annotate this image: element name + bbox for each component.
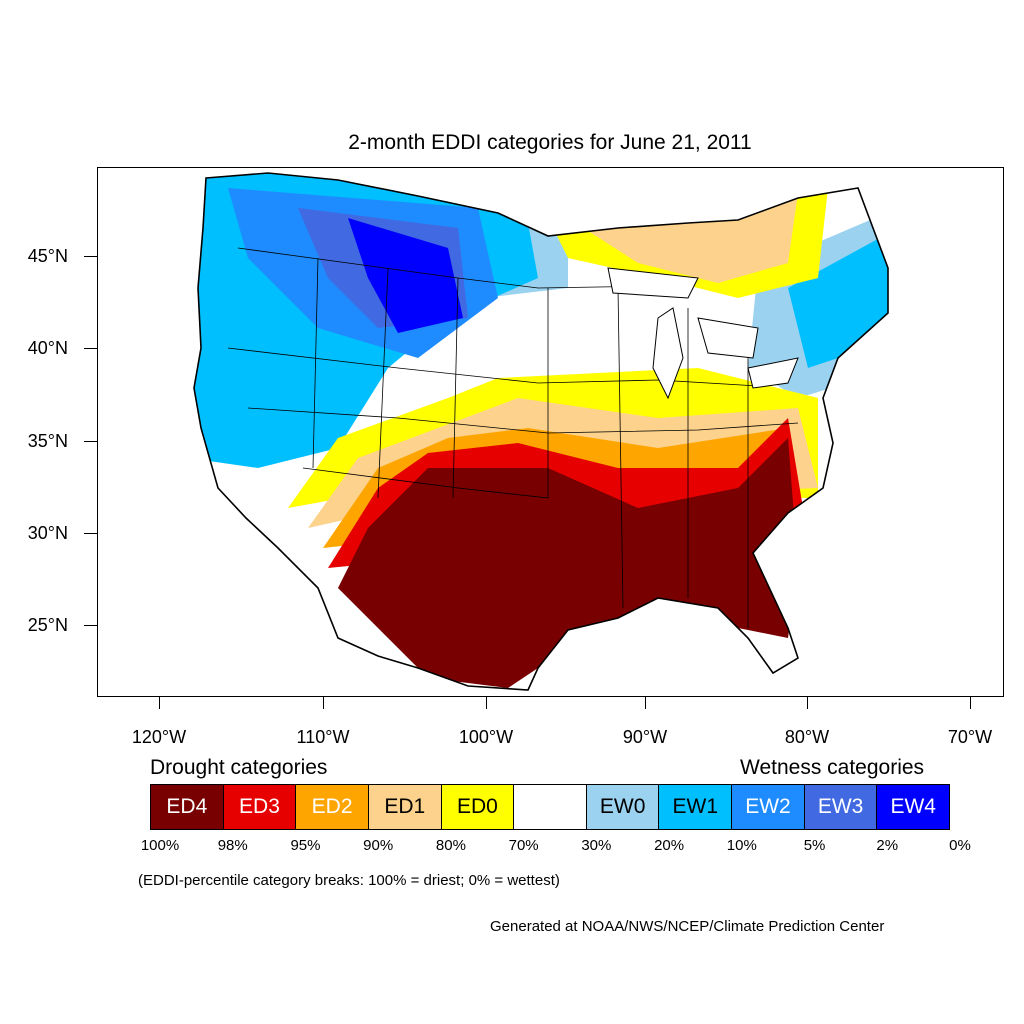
legend-cell-neutral	[514, 785, 587, 829]
legend-cell-ed4: ED4	[151, 785, 224, 829]
lon-tick	[323, 697, 324, 709]
eddi-map	[193, 172, 889, 691]
lat-label: 25°N	[27, 615, 68, 635]
break-label: 98%	[217, 837, 248, 854]
lat-tick	[84, 348, 97, 349]
break-label: 100%	[140, 837, 180, 854]
lat-label: 40°N	[27, 338, 68, 358]
state-borders	[227, 247, 799, 628]
lon-tick	[486, 697, 487, 709]
lat-label: 45°N	[27, 246, 68, 266]
lon-label: 80°W	[784, 727, 830, 747]
break-label: 20%	[654, 837, 685, 854]
category-legend-bar: ED4 ED3 ED2 ED1 ED0 EW0 EW1 EW2 EW3 EW4	[150, 784, 950, 830]
lon-label: 70°W	[947, 727, 993, 747]
eddi-fill-layer	[194, 173, 888, 690]
break-label: 10%	[726, 837, 757, 854]
lon-tick	[645, 697, 646, 709]
break-label: 90%	[363, 837, 394, 854]
lat-label: 30°N	[27, 523, 68, 543]
lon-label: 90°W	[622, 727, 668, 747]
legend-cell-ed1: ED1	[368, 785, 442, 829]
lat-label: 35°N	[27, 431, 68, 451]
break-label: 95%	[290, 837, 321, 854]
break-label: 2%	[876, 837, 899, 854]
us-outline	[193, 172, 889, 691]
legend-cell-ed3: ED3	[223, 785, 297, 829]
legend-cell-ed0: ED0	[441, 785, 515, 829]
lat-tick	[84, 256, 97, 257]
great-lakes	[607, 267, 799, 400]
wetness-heading: Wetness categories	[740, 756, 925, 779]
drought-heading: Drought categories	[150, 756, 328, 779]
lat-tick	[84, 625, 97, 626]
map-title: 2-month EDDI categories for June 21, 201…	[348, 131, 752, 154]
lon-tick	[970, 697, 971, 709]
credit-line: Generated at NOAA/NWS/NCEP/Climate Predi…	[490, 918, 885, 935]
lon-label: 110°W	[296, 727, 350, 747]
break-label: 30%	[581, 837, 612, 854]
lon-label: 120°W	[131, 727, 187, 747]
map-panel	[97, 167, 1004, 697]
break-label: 80%	[435, 837, 466, 854]
legend-cell-ew4: EW4	[877, 785, 950, 829]
lon-tick	[807, 697, 808, 709]
legend-cell-ew3: EW3	[804, 785, 878, 829]
legend-cell-ew2: EW2	[732, 785, 805, 829]
break-label: 0%	[949, 837, 971, 854]
legend-cell-ew1: EW1	[659, 785, 733, 829]
break-label: 5%	[803, 837, 826, 854]
lon-label: 100°W	[458, 727, 514, 747]
break-label: 70%	[508, 837, 539, 854]
lat-tick	[84, 533, 97, 534]
lon-tick	[159, 697, 160, 709]
lat-tick	[84, 441, 97, 442]
legend-cell-ew0: EW0	[586, 785, 660, 829]
legend-cell-ed2: ED2	[296, 785, 369, 829]
category-note: (EDDI-percentile category breaks: 100% =…	[138, 872, 560, 889]
